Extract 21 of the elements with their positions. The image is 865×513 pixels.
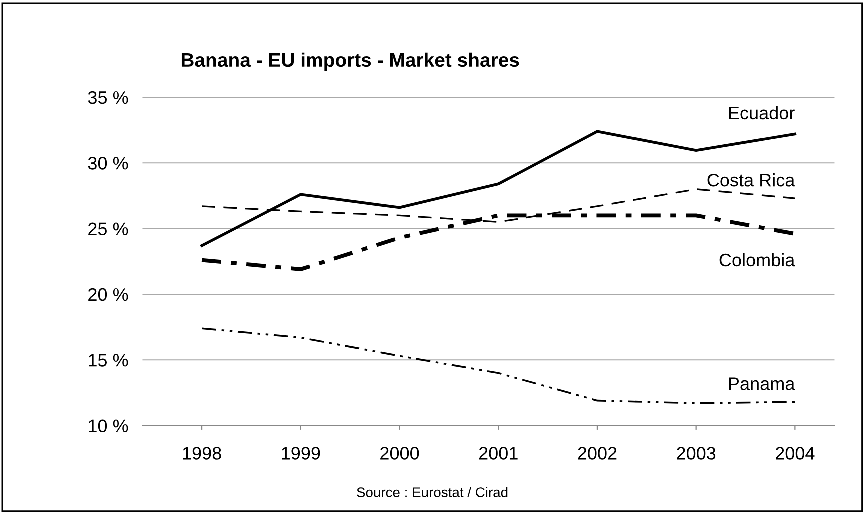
x-tick-label: 2003	[677, 447, 716, 460]
y-tick-label: 10 %	[89, 420, 128, 433]
y-tick-label: 25 %	[88, 222, 128, 236]
series-label: Colombia	[720, 253, 796, 267]
x-tick-label: 2004	[776, 447, 815, 460]
series-label: Costa Rica	[708, 174, 796, 187]
x-tick-label: 1998	[183, 447, 222, 460]
line-series	[201, 328, 796, 404]
y-tick-label: 15 %	[89, 354, 128, 367]
x-tick-label: 2001	[479, 447, 518, 460]
y-tick-label: 35 %	[88, 91, 128, 104]
series-label: Panama	[729, 378, 796, 390]
x-tick-label: 1999	[282, 447, 320, 460]
x-tick-label: 2000	[380, 447, 420, 460]
source-note: Source : Eurostat / Cirad	[357, 487, 508, 498]
x-tick-label: 2002	[578, 447, 617, 460]
y-tick-label: 20 %	[88, 288, 128, 302]
chart-title: Banana - EU imports - Market shares	[182, 52, 520, 71]
series-label: Ecuador	[729, 106, 795, 120]
line-series	[200, 130, 797, 248]
y-tick-label: 30 %	[88, 157, 128, 170]
